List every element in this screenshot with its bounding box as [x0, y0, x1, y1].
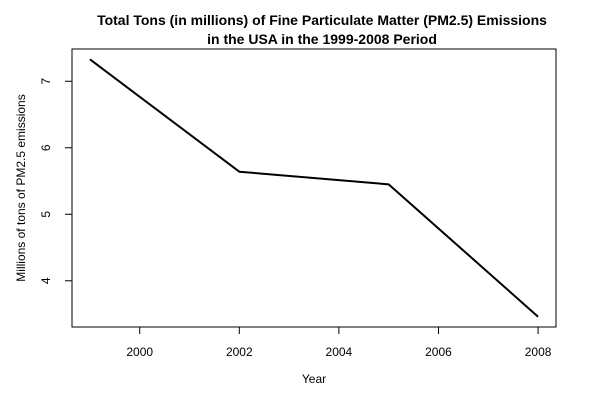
- y-axis: 4 5 6 7: [39, 78, 72, 284]
- x-axis: 2000 2002 2004 2006 2008: [126, 327, 552, 359]
- y-tick-label-7: 7: [39, 78, 53, 85]
- x-tick-label-2000: 2000: [126, 345, 153, 359]
- x-tick-label-2006: 2006: [425, 345, 452, 359]
- plot-frame: [71, 48, 557, 328]
- chart-title-line-2: in the USA in the 1999-2008 Period: [207, 31, 437, 47]
- y-tick-label-6: 6: [39, 144, 53, 151]
- x-tick-label-2004: 2004: [326, 345, 353, 359]
- series-group: [89, 58, 539, 318]
- y-tick-label-4: 4: [39, 277, 53, 284]
- y-axis-label: Millions of tons of PM2.5 emissions: [14, 94, 28, 281]
- x-tick-label-2002: 2002: [226, 345, 253, 359]
- chart-title-line-1: Total Tons (in millions) of Fine Particu…: [97, 12, 547, 28]
- series-line: [89, 58, 539, 318]
- x-tick-label-2008: 2008: [525, 345, 552, 359]
- x-axis-label: Year: [302, 372, 326, 386]
- y-tick-label-5: 5: [39, 211, 53, 218]
